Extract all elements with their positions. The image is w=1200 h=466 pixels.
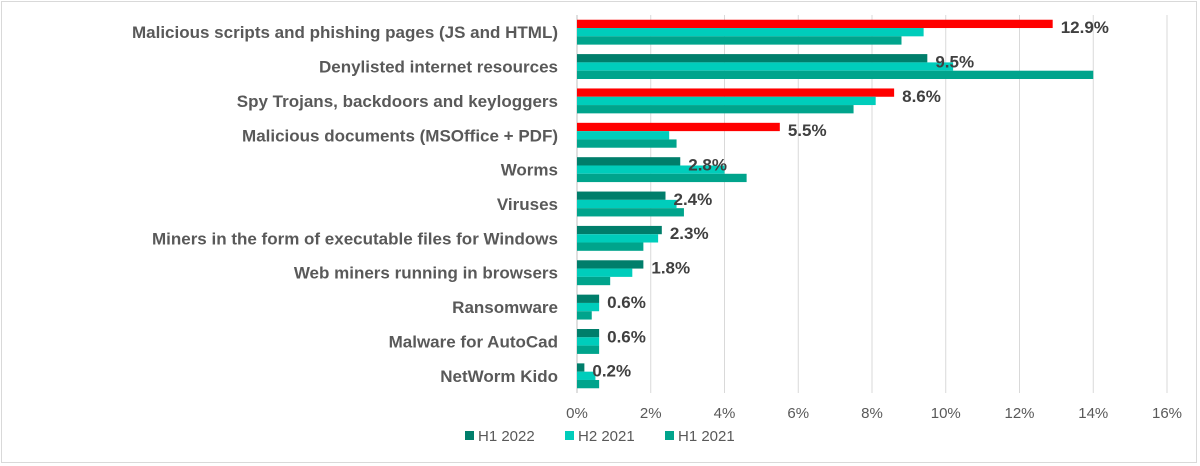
bar-h1-2021: [577, 345, 600, 354]
legend-label: H1 2022: [478, 428, 535, 445]
bar-h1-2022: [577, 157, 681, 166]
x-tick-label: 2%: [640, 405, 662, 422]
legend-swatch: [465, 431, 474, 440]
bar-h1-2022: [577, 294, 600, 303]
bar-h1-2021: [577, 379, 600, 389]
category-label: Malware for AutoCad: [389, 332, 558, 351]
bar-h2-2021: [577, 268, 633, 277]
data-label: 5.5%: [788, 121, 827, 140]
bar-h1-2022: [577, 19, 1053, 29]
data-label: 2.8%: [688, 155, 727, 174]
category-label: Spy Trojans, backdoors and keyloggers: [237, 92, 558, 111]
data-label: 9.5%: [935, 52, 974, 71]
bar-h1-2021: [577, 105, 854, 114]
bar-h1-2022: [577, 363, 585, 372]
bar-h2-2021: [577, 302, 600, 312]
x-tick-label: 8%: [861, 405, 883, 422]
bar-h1-2021: [577, 242, 644, 251]
x-tick-label: 10%: [931, 405, 961, 422]
bar-h2-2021: [577, 337, 600, 346]
category-label: Malicious scripts and phishing pages (JS…: [132, 23, 558, 42]
data-label: 8.6%: [902, 87, 941, 106]
legend-label: H1 2021: [678, 428, 735, 445]
bar-h1-2022: [577, 122, 780, 132]
category-label: Ransomware: [452, 298, 558, 317]
legend-swatch: [665, 431, 674, 440]
bar-h2-2021: [577, 199, 677, 209]
data-label: 0.2%: [592, 362, 631, 381]
bar-h1-2021: [577, 70, 1094, 79]
bar-h1-2021: [577, 173, 747, 183]
category-label: Malicious documents (MSOffice + PDF): [242, 126, 558, 145]
data-label: 2.4%: [674, 190, 713, 209]
bar-h2-2021: [577, 28, 924, 37]
bar-h1-2021: [577, 311, 592, 320]
category-label: Web miners running in browsers: [294, 264, 558, 283]
data-label: 0.6%: [607, 293, 646, 312]
bar-h2-2021: [577, 96, 876, 106]
data-label: 12.9%: [1061, 18, 1109, 37]
x-tick-label: 12%: [1004, 405, 1034, 422]
bar-h1-2021: [577, 139, 677, 148]
bar-h2-2021: [577, 131, 670, 140]
data-label: 2.3%: [670, 224, 709, 243]
x-tick-label: 0%: [566, 405, 588, 422]
x-tick-label: 16%: [1152, 405, 1182, 422]
bar-h1-2022: [577, 191, 666, 200]
category-label: Miners in the form of executable files f…: [152, 229, 558, 248]
legend-swatch: [565, 431, 574, 440]
category-label: Worms: [501, 161, 558, 180]
bar-h2-2021: [577, 234, 659, 243]
bar-h2-2021: [577, 62, 954, 71]
bar-h1-2022: [577, 54, 928, 63]
bar-h1-2021: [577, 276, 611, 286]
x-tick-label: 4%: [714, 405, 736, 422]
legend-label: H2 2021: [578, 428, 635, 445]
category-label: Denylisted internet resources: [319, 58, 558, 77]
bar-h2-2021: [577, 165, 725, 174]
data-label: 0.6%: [607, 327, 646, 346]
bar-h1-2022: [577, 225, 662, 235]
x-tick-label: 14%: [1078, 405, 1108, 422]
data-label: 1.8%: [651, 259, 690, 278]
bar-h1-2021: [577, 208, 684, 217]
bar-h2-2021: [577, 371, 596, 380]
bar-h1-2021: [577, 36, 902, 45]
bar-h1-2022: [577, 329, 600, 338]
category-label: Viruses: [497, 195, 558, 214]
category-label: NetWorm Kido: [440, 367, 558, 386]
x-tick-label: 6%: [787, 405, 809, 422]
bar-h1-2022: [577, 260, 644, 269]
bar-h1-2022: [577, 88, 895, 97]
